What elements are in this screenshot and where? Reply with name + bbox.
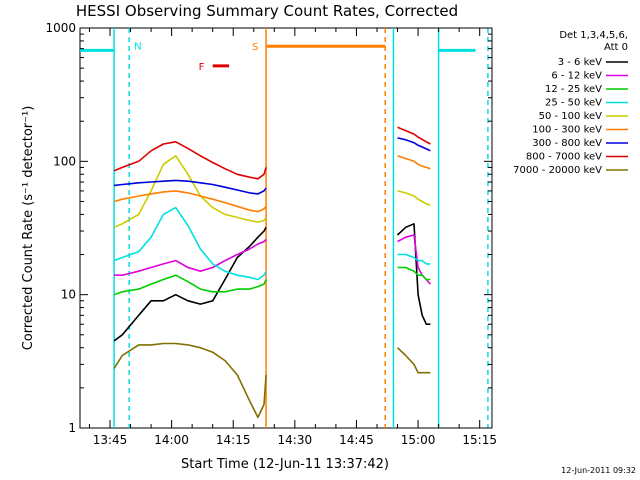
- series-line-0-1: [396, 223, 431, 326]
- series-lines: [113, 126, 431, 419]
- flare-bar-label: F: [199, 62, 205, 73]
- saa-bar-label: S: [252, 42, 258, 53]
- legend-entry-label: 12 - 25 keV: [545, 84, 602, 95]
- series-line-5-0: [113, 190, 267, 213]
- series-line-6-0: [114, 179, 267, 195]
- x-tick-label: 13:45: [93, 433, 128, 447]
- x-tick-label: 14:15: [216, 433, 251, 447]
- series-line-2-1: [397, 266, 431, 281]
- legend-entry-label: 800 - 7000 keV: [526, 152, 602, 163]
- series-line-8-1: [396, 347, 431, 374]
- series-line-0-0: [113, 226, 267, 342]
- axes: 13:45 14:00 14:15 14:30 14:45 15:00 15:15 1 10 10…: [45, 21, 497, 447]
- legend-entry-label: 300 - 800 keV: [532, 138, 602, 149]
- series-line-7-1: [397, 126, 431, 145]
- legend-entry-label: 6 - 12 keV: [551, 71, 602, 82]
- y-axis-label: Corrected Count Rate (s⁻¹ detector⁻¹): [21, 106, 36, 351]
- series-line-1-1: [397, 234, 431, 285]
- series-line-8-0: [113, 342, 267, 419]
- y-tick-label: 1000: [45, 21, 76, 35]
- plot-frame: [79, 27, 493, 429]
- legend-entry-label: 50 - 100 keV: [539, 111, 603, 122]
- x-tick-label: 15:00: [401, 433, 436, 447]
- series-line-4-1: [397, 190, 431, 206]
- series-line-1-0: [114, 238, 267, 277]
- night-bar-label: N: [134, 41, 141, 52]
- series-line-2-0: [113, 274, 267, 296]
- timestamp: 12-Jun-2011 09:32: [561, 466, 636, 475]
- legend-entry-label: 3 - 6 keV: [558, 57, 602, 68]
- series-line-5-1: [397, 155, 431, 170]
- series-line-3-1: [397, 253, 431, 265]
- legend-entry-label: 25 - 50 keV: [545, 98, 602, 109]
- legend-title-line: Det 1,3,4,5,6,: [559, 30, 628, 41]
- x-tick-label: 15:15: [462, 433, 497, 447]
- legend-entry-label: 100 - 300 keV: [532, 125, 602, 136]
- series-line-7-0: [113, 141, 267, 180]
- overlay-bars: N S F: [80, 28, 489, 428]
- y-tick-label: 1: [68, 421, 76, 435]
- legend: Det 1,3,4,5,6,Att 03 - 6 keV 6 - 12 keV 12…: [513, 30, 628, 176]
- x-tick-label: 14:30: [278, 433, 313, 447]
- legend-entry-label: 7000 - 20000 keV: [513, 165, 602, 176]
- series-line-3-0: [113, 206, 267, 281]
- x-axis-label: Start Time (12-Jun-11 13:37:42): [181, 457, 389, 472]
- chart-title: HESSI Observing Summary Count Rates, Cor…: [76, 2, 458, 20]
- legend-title-line: Att 0: [604, 42, 628, 53]
- x-tick-label: 14:45: [339, 433, 374, 447]
- y-tick-label: 10: [61, 288, 76, 302]
- series-line-6-1: [397, 137, 431, 152]
- x-tick-label: 14:00: [154, 433, 189, 447]
- y-tick-label: 100: [53, 154, 76, 168]
